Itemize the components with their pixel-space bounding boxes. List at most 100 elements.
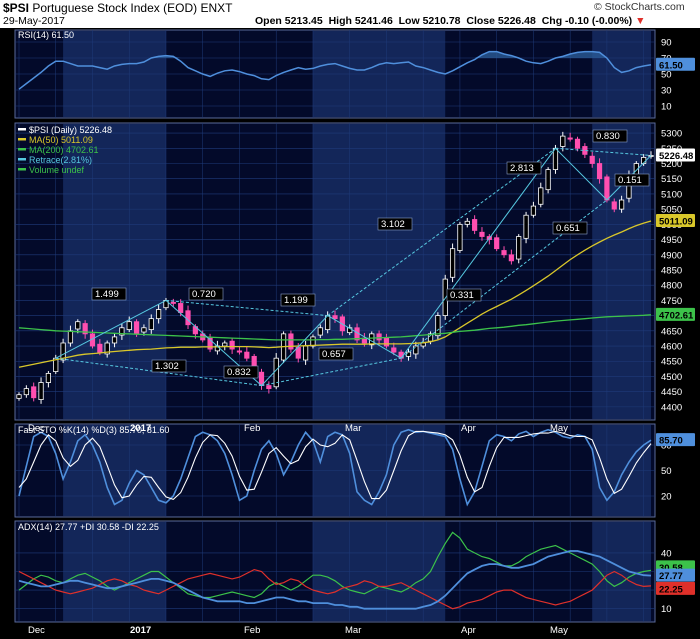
candlestick: [67, 330, 74, 344]
x-tick-label: Mar: [345, 423, 361, 434]
x-tick-label: Feb: [244, 625, 260, 636]
candlestick: [60, 342, 66, 361]
y-tick-label: 5200: [661, 159, 682, 170]
month-shade-band: [312, 124, 446, 419]
candlestick: [567, 137, 573, 140]
adx-value-tag: 22.25: [659, 584, 683, 595]
ma200-value-tag: 4702.61: [659, 310, 694, 321]
candlestick: [207, 337, 213, 350]
legend-item: MA(50) 5011.09: [29, 135, 93, 145]
y-tick-label: 4950: [661, 235, 682, 246]
candlestick: [545, 169, 551, 191]
candlestick: [494, 237, 500, 250]
candlestick: [376, 333, 382, 341]
minus-di-line: [18, 568, 652, 610]
retrace-leg: [555, 147, 608, 201]
retrace-label: 2.813: [510, 163, 534, 174]
x-tick-label: May: [550, 423, 568, 434]
candlestick: [538, 187, 544, 205]
x-tick-label: Dec: [28, 625, 45, 636]
retrace-label: 1.302: [155, 361, 179, 372]
retrace-label-box: [377, 217, 413, 231]
retrace-label-box: [506, 161, 542, 175]
candlestick: [75, 321, 81, 330]
y-tick-label: 4600: [661, 342, 682, 353]
retrace-label: 0.151: [618, 175, 642, 186]
chart-header: $PSI Portuguese Stock Index (EOD) ENXT 2…: [0, 0, 700, 28]
high-value: 5241.46: [354, 15, 393, 27]
candlestick: [611, 201, 617, 210]
x-tick-label: Mar: [345, 625, 361, 636]
open-value: 5213.45: [284, 15, 323, 27]
candlestick: [236, 350, 243, 353]
ma50-line: [18, 220, 652, 368]
high-label: High: [328, 15, 352, 27]
legend-swatch: [18, 158, 26, 161]
candlestick: [170, 301, 176, 304]
rsi-overbought-fill: [19, 51, 651, 58]
legend-swatch: [18, 128, 26, 131]
retrace-label: 0.651: [556, 223, 580, 234]
candlestick: [523, 214, 529, 239]
retrace-leg: [327, 315, 402, 359]
retrace-label-box: [318, 347, 354, 361]
chart-date: 29-May-2017: [3, 15, 65, 27]
x-tick-label: Dec: [28, 423, 45, 434]
retrace-dash: [327, 147, 556, 317]
y-tick-label: 30: [661, 86, 672, 97]
candlestick: [619, 199, 625, 210]
y-tick-label: 50: [661, 70, 672, 81]
candlestick: [413, 345, 419, 355]
candlestick: [288, 333, 294, 350]
candlestick: [552, 147, 559, 170]
retrace-label-box: [552, 221, 588, 235]
retrace-label: 3.102: [381, 219, 405, 230]
candlestick: [97, 343, 103, 353]
x-tick-label: 2017: [130, 423, 151, 434]
close-value-tag-bg: [656, 148, 695, 162]
y-tick-label: 5300: [661, 129, 682, 140]
retrace-label-box: [280, 293, 316, 307]
candlestick: [303, 345, 309, 361]
symbol: $PSI: [3, 1, 30, 15]
retrace-label-box: [592, 129, 628, 143]
candlestick: [141, 327, 147, 333]
sto-last-value-bg: [656, 433, 695, 447]
x-tick-label: May: [550, 625, 568, 636]
candlestick: [23, 388, 29, 396]
rsi-last-value-bg: [656, 57, 695, 71]
sto-last-value: 85.70: [659, 436, 683, 447]
candlestick: [266, 385, 272, 390]
candlestick: [383, 337, 390, 347]
candlestick: [501, 250, 507, 256]
candlestick: [596, 163, 603, 180]
y-tick-label: 4900: [661, 250, 682, 261]
adx-value-tag-bg: [656, 581, 695, 595]
sto-title: Fast STO %K(14) %D(3) 85.70, 81.60: [18, 425, 169, 435]
low-value: 5210.78: [422, 15, 461, 27]
legend-item: Retrace(2.81%): [29, 155, 92, 165]
y-tick-label: 5050: [661, 205, 682, 216]
y-tick-label: 50: [661, 466, 672, 477]
retrace-leg: [55, 299, 167, 359]
y-tick-label: 10: [661, 604, 672, 615]
candlestick: [574, 138, 581, 149]
ma200-value-tag-bg: [656, 307, 695, 321]
candlestick: [317, 327, 323, 336]
y-tick-label: 40: [661, 548, 672, 559]
y-tick-label: 4500: [661, 372, 682, 383]
adx-title: ADX(14) 27.77 +DI 30.58 -DI 22.25: [18, 522, 159, 532]
candlestick: [133, 321, 140, 335]
candlestick: [435, 315, 441, 337]
ma50-value-tag: 5011.09: [659, 216, 693, 227]
y-tick-label: 4800: [661, 281, 682, 292]
y-tick-label: 5150: [661, 174, 682, 185]
low-label: Low: [398, 15, 420, 27]
retrace-leg: [400, 147, 556, 359]
legend-item: MA(200) 4702.61: [29, 145, 99, 155]
y-tick-label: 5100: [661, 189, 682, 200]
legend-swatch: [18, 168, 26, 171]
y-tick-label: 4550: [661, 357, 682, 368]
retrace-dash: [261, 357, 402, 387]
